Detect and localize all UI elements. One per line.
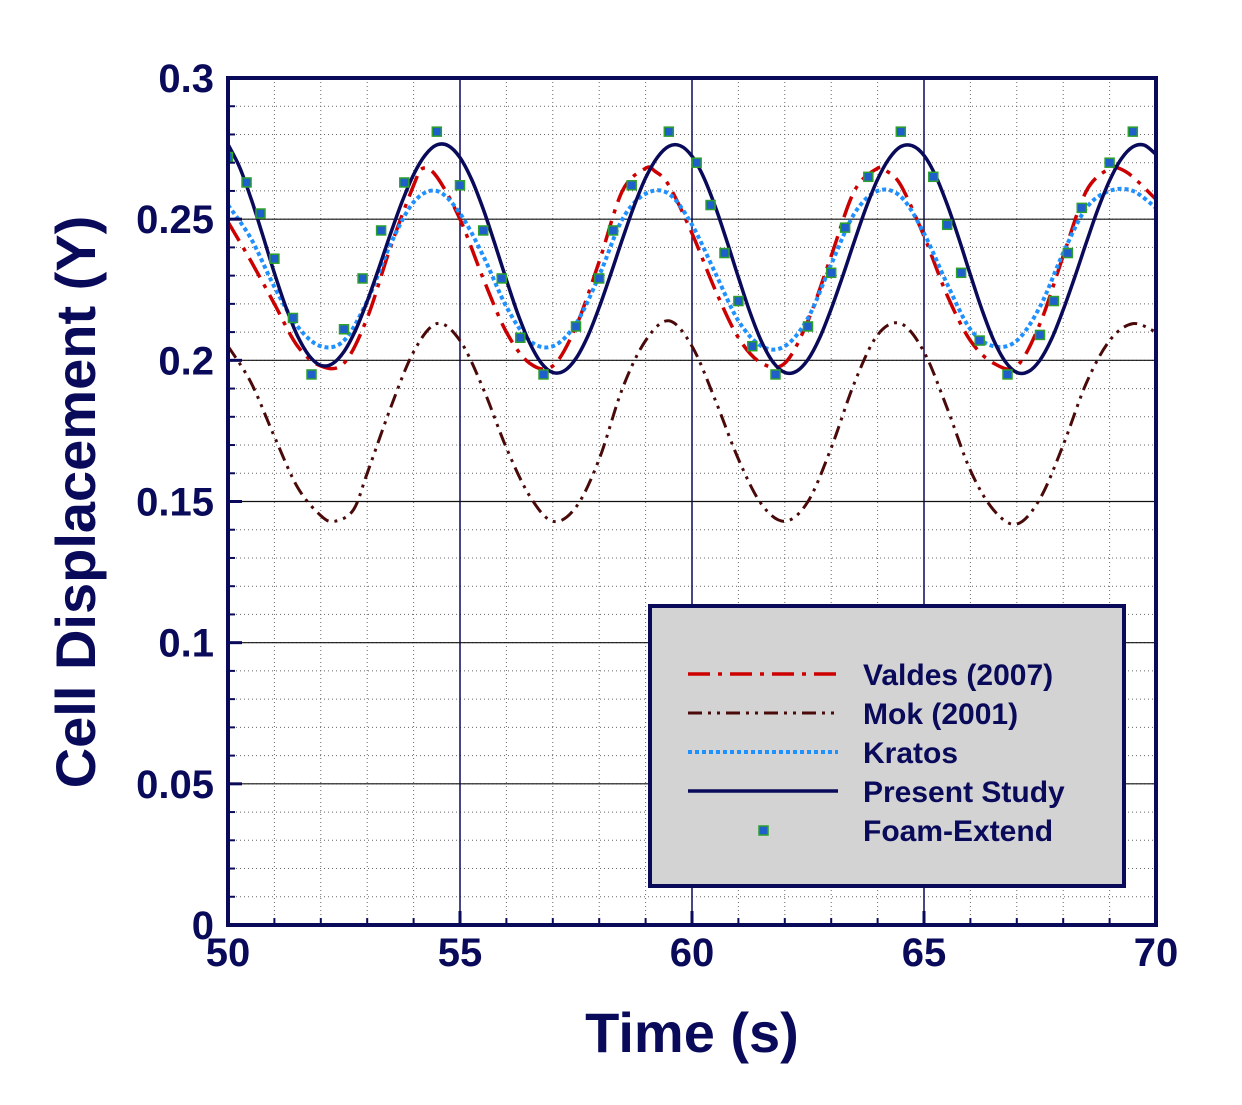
data-point	[338, 324, 350, 335]
data-point	[928, 171, 939, 183]
data-point	[306, 369, 317, 380]
data-point	[1076, 202, 1088, 214]
legend-label: Foam-Extend	[863, 815, 1053, 848]
y-axis-title: Cell Displacement (Y)	[44, 216, 107, 789]
data-point	[747, 340, 758, 352]
legend-marker	[758, 825, 769, 836]
axis-ticks	[226, 76, 1158, 927]
x-tick-label: 55	[438, 931, 483, 975]
data-point	[538, 369, 549, 380]
legend: Valdes (2007) Mok (2001) Kratos Present Stu…	[648, 604, 1126, 888]
data-point	[839, 222, 851, 233]
data-point	[607, 225, 619, 236]
data-point	[1034, 329, 1046, 341]
data-point	[357, 273, 368, 284]
x-axis-title: Time (s)	[585, 1001, 799, 1064]
series-layer	[228, 126, 1156, 526]
data-point	[515, 332, 526, 343]
x-tick-label: 65	[902, 931, 947, 975]
legend-label: Mok (2001)	[863, 698, 1018, 731]
data-point	[375, 225, 387, 236]
data-point	[593, 273, 605, 284]
data-point	[1002, 369, 1013, 380]
y-tick-label: 0.2	[158, 339, 214, 383]
x-tick-label: 60	[670, 931, 715, 975]
data-point	[626, 180, 637, 191]
legend-label: Present Study	[863, 776, 1065, 809]
series-line-mok-2001	[228, 319, 1156, 526]
data-point	[719, 247, 730, 259]
data-point	[825, 267, 837, 279]
legend-box	[648, 604, 1126, 888]
x-tick-labels: 50 55 60 65 70	[206, 931, 1179, 975]
data-point	[269, 253, 280, 264]
data-point	[802, 321, 814, 332]
data-point	[733, 295, 744, 307]
x-tick-label: 50	[206, 931, 251, 975]
y-tick-label: 0.25	[136, 198, 214, 242]
data-point	[691, 157, 702, 168]
data-point	[663, 126, 675, 137]
data-point	[1104, 157, 1115, 168]
data-point	[399, 177, 410, 188]
data-point	[974, 335, 985, 346]
y-tick-label: 0.05	[136, 763, 214, 807]
data-point	[241, 177, 252, 188]
data-point	[1127, 126, 1139, 137]
data-point	[255, 208, 266, 219]
series-line-kratos	[228, 186, 1156, 352]
legend-label: Valdes (2007)	[863, 659, 1053, 692]
series-line-present-study	[228, 142, 1156, 376]
data-point	[496, 273, 508, 284]
data-point	[863, 171, 874, 183]
data-point	[431, 126, 443, 137]
data-point	[287, 312, 299, 324]
y-tick-labels: 0 0.05 0.1 0.15 0.2 0.25 0.3	[136, 57, 214, 948]
data-point	[477, 225, 489, 236]
y-tick-label: 0.1	[158, 622, 214, 666]
x-tick-label: 70	[1134, 931, 1179, 975]
data-point	[770, 369, 781, 380]
y-tick-label: 0.3	[158, 57, 214, 101]
data-point	[1048, 295, 1060, 307]
data-point	[228, 151, 234, 163]
data-point	[454, 180, 466, 191]
data-point	[895, 126, 907, 137]
y-tick-label: 0.15	[136, 481, 214, 525]
data-point	[955, 267, 967, 279]
data-point	[1062, 247, 1074, 259]
data-point	[941, 219, 953, 231]
data-point	[570, 321, 582, 332]
data-point	[705, 199, 716, 211]
y-tick-label: 0	[192, 904, 214, 948]
series-foam-extend	[228, 126, 1139, 380]
legend-label: Kratos	[863, 737, 958, 770]
